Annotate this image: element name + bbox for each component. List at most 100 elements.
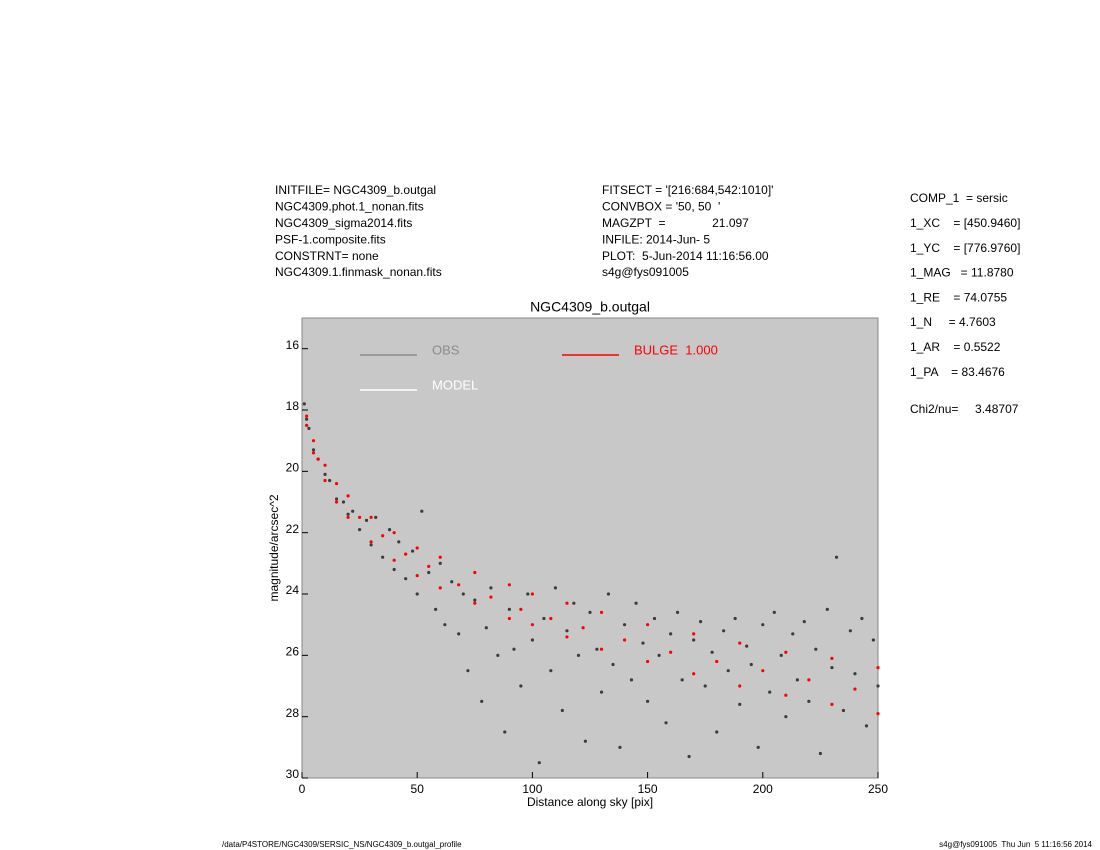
data-point: [768, 690, 772, 694]
header-line: s4g@fys091005: [602, 265, 689, 279]
data-point: [703, 684, 707, 688]
data-point: [664, 721, 668, 725]
data-point: [853, 687, 857, 691]
data-point: [328, 478, 332, 483]
data-point: [565, 635, 569, 639]
data-point: [715, 730, 719, 734]
param-line: 1_AR = 0.5522: [910, 340, 1001, 354]
data-point: [772, 610, 776, 615]
data-point: [818, 751, 823, 756]
data-point: [675, 610, 680, 615]
data-point: [733, 616, 737, 621]
data-point: [351, 509, 355, 513]
y-tick-label: 26: [286, 645, 300, 659]
data-point: [807, 678, 811, 682]
data-point: [864, 724, 869, 728]
data-point: [530, 638, 535, 642]
param-line: COMP_1 = sersic: [910, 191, 1008, 205]
data-point: [450, 580, 454, 584]
data-point: [657, 653, 661, 657]
data-point: [334, 482, 339, 486]
data-point: [680, 678, 684, 682]
data-point: [848, 629, 852, 633]
x-tick-label: 150: [638, 782, 658, 796]
data-point: [496, 653, 500, 657]
data-point: [611, 662, 615, 667]
data-point: [369, 543, 373, 547]
data-point: [710, 650, 714, 654]
y-tick-label: 30: [286, 767, 300, 781]
data-point: [791, 632, 795, 636]
data-point: [489, 586, 493, 590]
data-point: [756, 745, 760, 749]
data-point: [305, 414, 309, 418]
data-point: [599, 647, 604, 651]
data-point: [784, 650, 788, 654]
header-line: MAGZPT = 21.097: [602, 216, 749, 230]
data-point: [346, 494, 350, 498]
header-line: INITFILE= NGC4309_b.outgal: [275, 183, 436, 197]
param-line: 1_PA = 83.4676: [910, 365, 1005, 379]
data-point: [526, 592, 530, 596]
data-point: [507, 583, 511, 587]
data-point: [646, 699, 650, 703]
data-point: [302, 402, 306, 406]
data-point: [381, 555, 385, 559]
data-point: [646, 623, 650, 627]
data-point: [687, 754, 691, 759]
legend-label: OBS: [432, 342, 460, 357]
data-point: [473, 570, 477, 575]
data-point: [358, 515, 362, 519]
data-point: [588, 610, 592, 615]
data-point: [606, 592, 611, 596]
data-point: [420, 509, 424, 513]
header-line: NGC4309.phot.1_nonan.fits: [275, 200, 424, 214]
data-point: [466, 669, 470, 673]
x-tick-label: 0: [299, 782, 306, 796]
data-point: [507, 607, 511, 611]
data-point: [692, 672, 696, 676]
data-point: [537, 761, 541, 765]
data-point: [549, 616, 553, 621]
data-point: [364, 518, 369, 523]
param-line: 1_YC = [776.9760]: [910, 241, 1020, 255]
data-point: [305, 417, 309, 421]
header-line: NGC4309.1.finmask_nonan.fits: [275, 265, 442, 279]
data-point: [698, 620, 703, 624]
data-point: [761, 669, 765, 673]
data-point: [802, 620, 806, 624]
data-point: [457, 583, 461, 587]
data-point: [415, 592, 419, 596]
data-point: [581, 626, 585, 630]
data-point: [323, 463, 327, 467]
data-point: [726, 669, 730, 673]
data-point: [484, 626, 488, 630]
data-point: [784, 693, 788, 697]
data-point: [461, 592, 465, 596]
data-point: [473, 598, 477, 602]
data-point: [830, 656, 834, 661]
param-line: 1_N = 4.7603: [910, 315, 996, 329]
data-point: [830, 666, 834, 670]
data-point: [876, 712, 880, 716]
data-point: [334, 497, 339, 501]
data-point: [595, 647, 599, 651]
data-point: [738, 702, 742, 707]
header-line: NGC4309_sigma2014.fits: [275, 216, 412, 230]
data-point: [311, 451, 316, 455]
x-tick-label: 100: [522, 782, 542, 796]
data-point: [410, 549, 415, 553]
data-point: [387, 528, 392, 532]
data-point: [565, 629, 569, 633]
chi2: Chi2/nu= 3.48707: [910, 402, 1019, 416]
header-line: PLOT: 5-Jun-2014 11:16:56.00: [602, 249, 769, 263]
data-point: [549, 669, 553, 673]
data-point: [415, 546, 419, 550]
data-point: [618, 745, 622, 749]
param-line: 1_XC = [450.9460]: [910, 216, 1020, 230]
data-point: [629, 678, 634, 682]
data-point: [438, 586, 442, 590]
data-point: [779, 653, 783, 657]
header-line: PSF-1.composite.fits: [275, 232, 386, 246]
